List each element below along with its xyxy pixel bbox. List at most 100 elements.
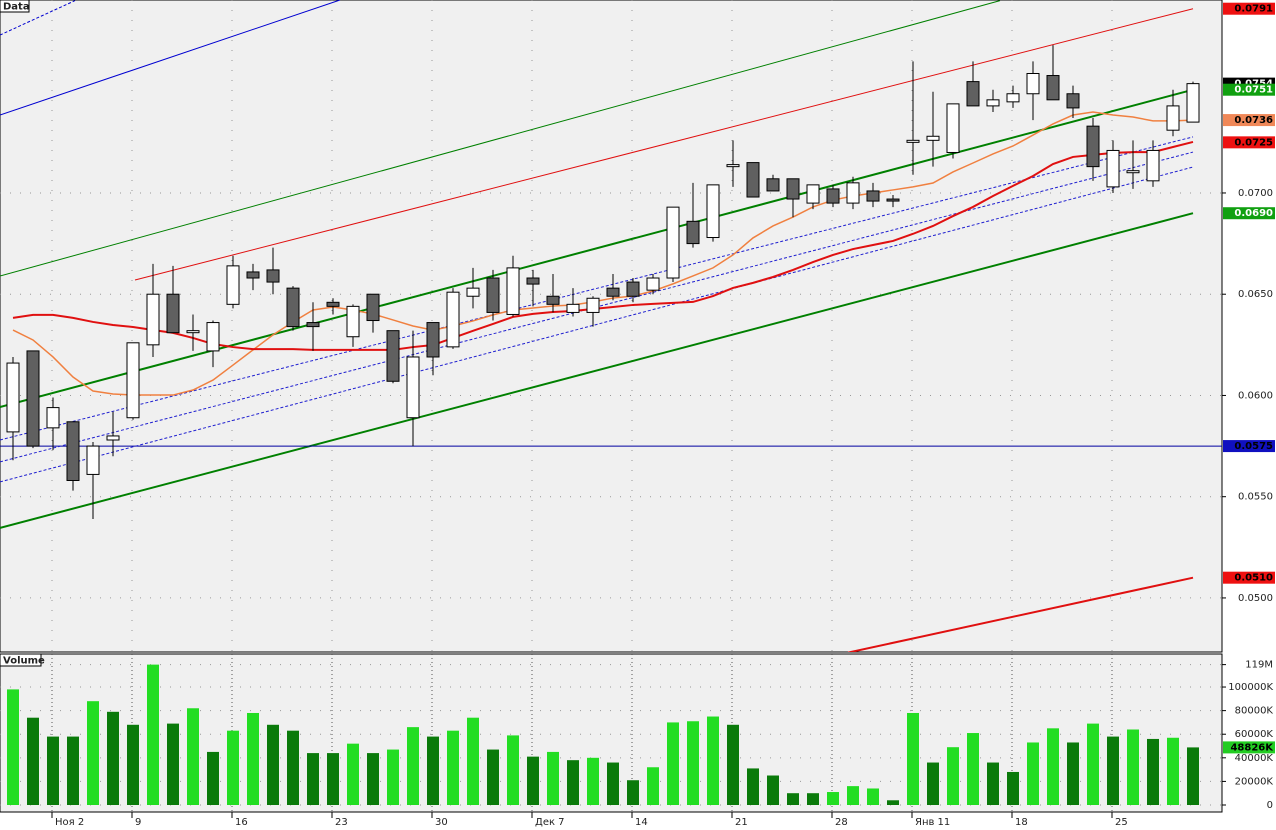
x-tick-label: Янв 11 [915,817,950,828]
candle-body [346,305,360,338]
volume-bar [727,724,739,805]
volume-bar [627,780,639,805]
trend-line [0,166,1194,483]
volume-bar [527,756,539,805]
candle-body [866,190,880,202]
candle-body [306,322,320,328]
candle-body [886,198,900,202]
price-label: 0.0575 [1234,441,1273,452]
price-label-box [1223,440,1275,453]
y-tick-label: 20000K [1235,776,1274,787]
volume-bar [767,775,779,805]
candle-body [1066,93,1080,109]
candle-body [366,293,380,322]
candle-body [1006,93,1020,103]
candle-body [146,293,160,346]
candle-body [786,178,800,200]
y-tick-label: 119M [1245,660,1273,671]
candle-body [846,182,860,204]
candle-body [126,342,140,419]
x-tick-label: 28 [835,817,848,828]
volume-bar [407,727,419,805]
candle-body [526,277,540,285]
candle-body [946,103,960,153]
axes: 0.0500 0.0550 0.0600 0.0650 0.0700 0 20000K 400… [51,2,1275,828]
volume-bar [227,730,239,805]
candle-body [226,265,240,305]
candle-body [186,330,200,334]
candle-body [686,220,700,245]
candle-body [86,445,100,475]
volume-bar [1067,742,1079,805]
volume-bar [1087,723,1099,805]
candle-body [106,435,120,441]
x-tick-label: 9 [135,817,141,828]
candle-body [766,178,780,192]
candle-body [1026,73,1040,95]
candle-body [26,350,40,447]
price-label: 48826K [1230,742,1274,753]
volume-bar [1027,742,1039,805]
price-label-box [1223,741,1275,754]
volume-bar [487,749,499,805]
candle-body [966,81,980,107]
volume-bar [787,793,799,805]
panel-title: Volume [3,656,45,667]
volume-bar [127,724,139,805]
candle-body [506,267,520,315]
volume-bar [927,762,939,805]
price-label-box [1223,136,1275,149]
candle-body [6,362,20,433]
volume-bar [1107,736,1119,805]
candle-body [1126,170,1140,174]
price-label-box [1223,2,1275,15]
candle-body [266,269,280,283]
volume-bar [327,753,339,805]
candle-body [566,303,580,313]
volume-bar [1127,729,1139,805]
candle-body [826,188,840,204]
candle-body [246,271,260,279]
panel-title: Data [3,2,30,13]
trend-line [0,0,1001,277]
candle-body [286,287,300,328]
x-tick-label: Дек 7 [535,817,565,828]
volume-bar [27,717,39,805]
price-label-box [1223,207,1275,220]
volume-bar [147,664,159,805]
volume-bar [647,767,659,805]
candle-body [906,139,920,143]
price-plot [0,0,1222,652]
volume-bar [1147,738,1159,805]
trend-line [0,0,76,36]
volume-bar [167,723,179,805]
candle-body [626,281,640,297]
volume-bar [207,751,219,805]
candle-body [166,293,180,334]
volume-bar [587,757,599,805]
volume-bar [187,708,199,805]
volume-bar [247,712,259,805]
x-tick-label: 18 [1015,817,1028,828]
volume-bar [347,743,359,805]
trend-line [0,88,1194,408]
candle-body [646,277,660,291]
trend-line [0,212,1194,529]
volume-bar [987,762,999,805]
trend-line [0,136,1194,441]
x-tick-label: Ноя 2 [55,817,84,828]
candle-body [326,301,340,307]
y-tick-label: 100000K [1228,682,1273,693]
volume-bar [427,736,439,805]
y-tick-label: 0.0500 [1238,593,1273,604]
moving-average [12,111,1194,396]
volume-bar [387,749,399,805]
volume-bar [847,786,859,805]
y-tick-label: 0.0550 [1238,492,1273,503]
volume-bar [547,751,559,805]
y-tick-label: 0.0600 [1238,390,1273,401]
x-tick-label: 25 [1115,817,1128,828]
candle-body [606,287,620,297]
volume-bar [967,733,979,805]
